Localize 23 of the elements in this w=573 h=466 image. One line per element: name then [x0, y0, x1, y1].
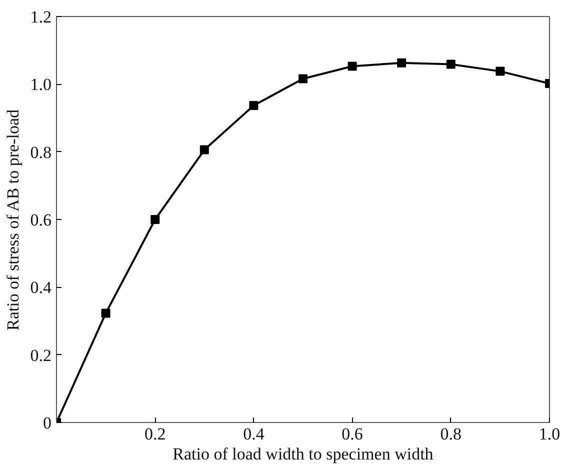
point: [150, 215, 160, 224]
y-tick-label: 0.4: [30, 278, 52, 298]
point: [200, 145, 209, 154]
y-tick-label: 1.2: [30, 8, 52, 26]
point: [101, 308, 110, 318]
x-tick-label: 1.0: [538, 424, 560, 444]
point: [446, 60, 456, 69]
y-axis-title: Ratio of stress of AB to pre-load: [3, 108, 22, 330]
point: [298, 74, 308, 84]
y-tick-label: 0: [43, 414, 52, 432]
x-axis-title: Ratio of load width to specimen width: [172, 444, 434, 464]
x-tick-label: 0.6: [342, 424, 363, 444]
y-tick-label: 0.8: [30, 142, 52, 162]
point: [249, 100, 258, 110]
y-tick-label: 1.0: [30, 75, 52, 94]
x-tick-label: 0.2: [144, 424, 166, 444]
x-tick-label: 0.4: [243, 424, 265, 444]
x-tick-label: 0.8: [440, 424, 462, 444]
point: [496, 66, 505, 76]
point: [397, 58, 406, 68]
y-tick-label: 0.6: [30, 210, 52, 230]
y-tick-label: 0.2: [30, 346, 52, 365]
point: [348, 62, 357, 71]
